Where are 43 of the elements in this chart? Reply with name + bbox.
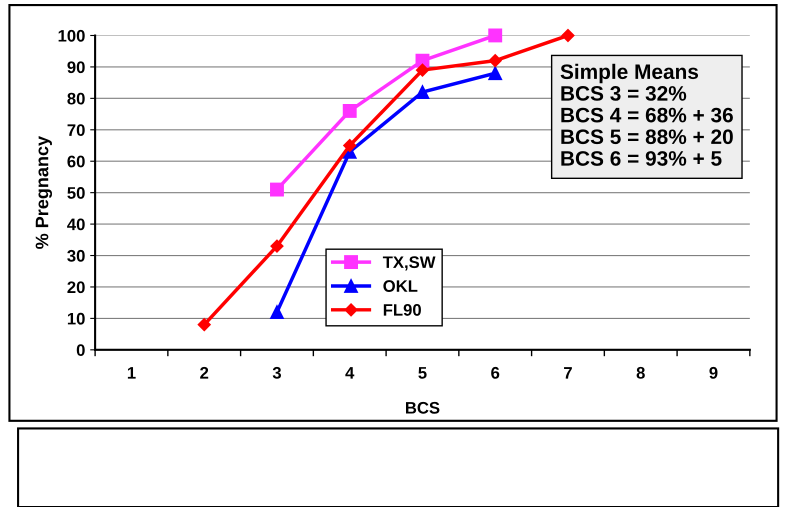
y-tick-label: 100: [58, 30, 85, 42]
annotation: BCS 3 = 32%: [561, 86, 686, 101]
y-tick-label: 80: [67, 92, 85, 105]
y-tick-label: 90: [67, 61, 85, 74]
x-tick-label: 9: [709, 366, 718, 379]
x-tick-label: 1: [128, 367, 136, 379]
x-tick-label: 6: [491, 366, 500, 379]
legend-label: FL90: [384, 304, 421, 316]
point: [416, 63, 430, 77]
x-tick-label: 3: [272, 366, 282, 379]
y-tick-label: 70: [68, 124, 85, 136]
point: [488, 28, 502, 42]
y-tick-label: 60: [67, 156, 85, 168]
point: [343, 138, 356, 152]
annotation: Simple Means: [560, 64, 698, 84]
x-axis-title: BCS: [406, 402, 440, 414]
legend-label: OKL: [383, 280, 418, 292]
y-axis-title: % Pregnancy: [36, 136, 52, 249]
point: [416, 54, 430, 68]
annotation: BCS 5 = 88% + 20: [561, 129, 733, 144]
legend-label: TX,SW: [382, 256, 436, 270]
point: [488, 66, 502, 80]
y-tick-label: 40: [67, 218, 85, 230]
point: [561, 28, 575, 42]
y-tick-label: 10: [68, 312, 85, 325]
point: [488, 54, 502, 68]
x-tick-label: 2: [200, 366, 208, 379]
annotation: BCS 6 = 93% + 5: [561, 151, 722, 166]
y-tick-label: 50: [67, 187, 85, 199]
point: [270, 182, 284, 196]
point: [198, 318, 211, 332]
y-tick-label: 20: [67, 281, 85, 294]
x-tick-label: 4: [345, 367, 354, 379]
y-tick-label: 0: [76, 344, 85, 356]
point: [342, 104, 357, 118]
point: [416, 85, 430, 100]
y-tick-label: 30: [67, 250, 85, 262]
x-tick-label: 8: [636, 366, 645, 379]
point: [270, 240, 284, 253]
point: [270, 305, 284, 320]
x-tick-label: 5: [418, 367, 427, 379]
annotation: BCS 4 = 68% + 36: [561, 108, 733, 122]
x-tick-label: 7: [564, 367, 572, 379]
